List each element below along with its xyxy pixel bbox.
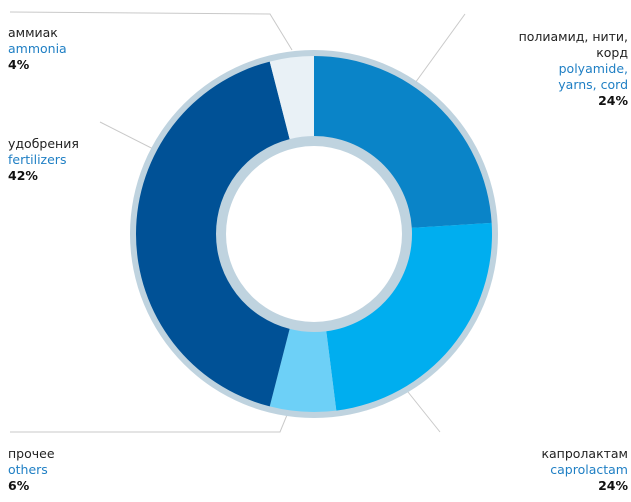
label-fertilizers-value: 42% — [8, 168, 38, 183]
label-fertilizers-en: fertilizers — [8, 152, 67, 167]
slice-caprolactam — [326, 222, 492, 411]
label-ammonia-en: ammonia — [8, 41, 67, 56]
label-fertilizers: удобрения fertilizers 42% — [8, 136, 128, 184]
slice-others — [269, 328, 337, 412]
label-caprolactam-en: caprolactam — [550, 462, 628, 477]
slice-fertilizers — [135, 61, 290, 407]
label-others-ru: прочее — [8, 446, 55, 461]
label-polyamide: полиамид, нити, корд polyamide, yarns, c… — [518, 29, 628, 109]
label-others-en: others — [8, 462, 48, 477]
label-ammonia-value: 4% — [8, 57, 30, 72]
label-caprolactam-ru: капролактам — [541, 446, 628, 461]
label-fertilizers-ru: удобрения — [8, 136, 79, 151]
slice-polyamide — [314, 56, 492, 228]
label-caprolactam-value: 24% — [598, 478, 628, 493]
label-others-value: 6% — [8, 478, 30, 493]
label-caprolactam: капролактам caprolactam 24% — [498, 446, 628, 494]
label-ammonia: аммиак ammonia 4% — [8, 25, 128, 73]
label-polyamide-ru: полиамид, нити, корд — [518, 29, 628, 60]
label-polyamide-value: 24% — [598, 93, 628, 108]
slice-ammonia — [269, 56, 314, 140]
leader-polyamide — [409, 13, 466, 91]
label-ammonia-ru: аммиак — [8, 25, 58, 40]
label-polyamide-en: polyamide, yarns, cord — [558, 61, 628, 92]
leader-ammonia — [9, 11, 293, 51]
label-others: прочее others 6% — [8, 446, 128, 494]
donut-hole — [226, 146, 402, 322]
